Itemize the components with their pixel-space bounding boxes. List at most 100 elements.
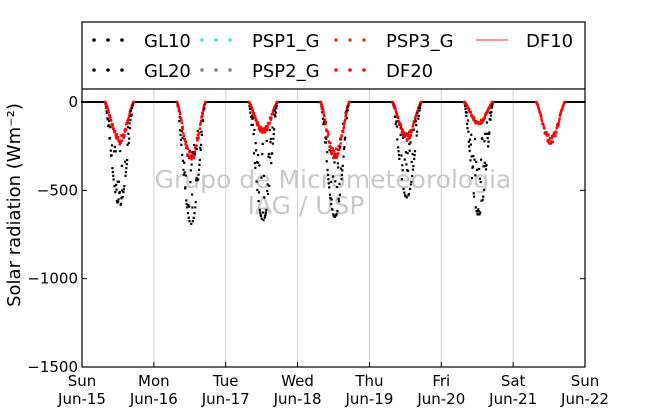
gl10-point — [114, 190, 117, 194]
df20-point — [419, 100, 423, 104]
gl10-point — [110, 144, 114, 147]
df20-point — [254, 118, 258, 122]
gl10-point — [187, 204, 190, 207]
gl10-point — [115, 188, 118, 191]
gl10-point — [258, 208, 261, 212]
x-tick-day-label: Sat — [501, 372, 526, 390]
gl10-point — [125, 167, 128, 170]
df20-point — [402, 131, 406, 135]
gl10-point — [188, 205, 191, 208]
df20-point — [345, 111, 348, 115]
gl10-point — [189, 181, 192, 184]
gl10-point — [109, 126, 112, 129]
gl10-point — [323, 120, 326, 123]
gl10-point — [470, 133, 473, 136]
df20-point — [342, 125, 346, 128]
gl10-point — [466, 122, 469, 125]
df20-point — [196, 133, 199, 137]
df20-point — [409, 129, 412, 132]
df20-point — [322, 110, 325, 113]
df20-point — [559, 112, 562, 116]
legend-label: GL10 — [144, 31, 191, 52]
df20-point — [548, 137, 552, 140]
df20-point — [176, 102, 179, 106]
gl10-point — [321, 111, 324, 114]
gl10-point — [124, 160, 127, 163]
df20-point — [341, 130, 345, 134]
df20-point — [550, 137, 553, 140]
gl10-point — [473, 137, 477, 141]
df20-point — [323, 114, 326, 118]
gl10-point — [128, 137, 131, 140]
df20-point — [264, 126, 267, 130]
df20-point — [413, 120, 416, 124]
gl10-point — [328, 193, 332, 196]
gl10-point — [336, 162, 339, 165]
df20-point — [537, 108, 541, 112]
gl10-point — [336, 209, 339, 213]
gl10-point — [472, 154, 475, 158]
gl10-point — [340, 173, 344, 176]
gl10-point — [266, 189, 269, 193]
df20-point — [189, 154, 192, 157]
gl10-point — [409, 141, 412, 144]
gl10-point — [275, 104, 278, 108]
gl10-point — [264, 211, 268, 214]
gl10-point — [335, 185, 339, 189]
gl10-point — [199, 143, 203, 146]
gl10-point — [395, 121, 398, 124]
gl10-point — [252, 152, 256, 155]
gl10-point — [252, 116, 255, 119]
gl10-point — [192, 216, 195, 219]
df20-point — [394, 109, 397, 112]
df20-point — [107, 110, 110, 114]
gl10-point — [479, 211, 482, 214]
gl10-point — [268, 156, 272, 159]
df20-point — [195, 144, 198, 148]
df20-point — [112, 127, 115, 131]
gl10-point — [417, 117, 420, 120]
gl10-point — [397, 153, 401, 157]
gl10-point — [126, 143, 129, 146]
gl10-point — [489, 118, 492, 121]
df20-point — [545, 134, 549, 137]
gl10-point — [482, 188, 486, 191]
gl10-point — [257, 199, 260, 203]
legend-swatch — [120, 68, 124, 72]
gl10-point — [122, 188, 125, 191]
df20-point — [270, 116, 273, 120]
gl10-point — [477, 208, 480, 211]
gl10-point — [399, 126, 403, 129]
df20-point — [547, 138, 551, 142]
gl10-point — [482, 195, 485, 198]
df20-point — [486, 110, 489, 114]
gl10-point — [416, 111, 419, 114]
df20-point — [177, 105, 180, 109]
df20-point — [559, 111, 562, 114]
watermark-line-2: IAG / USP — [248, 191, 365, 220]
gl10-point — [120, 197, 123, 200]
gl10-point — [483, 161, 486, 164]
gl10-point — [252, 132, 255, 136]
legend-swatch — [200, 38, 204, 42]
df20-point — [178, 112, 182, 116]
df20-point — [396, 116, 400, 119]
gl10-point — [395, 125, 399, 128]
gl10-point — [262, 174, 266, 178]
gl10-point — [109, 149, 112, 152]
df20-point — [109, 116, 112, 120]
gl10-point — [262, 219, 265, 222]
gl10-point — [464, 104, 467, 107]
gl10-point — [254, 166, 257, 169]
df20-point — [176, 101, 179, 104]
df20-point — [333, 154, 336, 157]
df20-point — [407, 132, 410, 136]
df20-point — [416, 109, 420, 112]
gl10-point — [333, 161, 336, 164]
gl10-point — [126, 126, 130, 129]
df20-point — [549, 141, 553, 144]
df20-point — [254, 116, 257, 119]
gl10-point — [258, 164, 261, 167]
df20-point — [111, 122, 114, 126]
df20-point — [344, 114, 347, 118]
